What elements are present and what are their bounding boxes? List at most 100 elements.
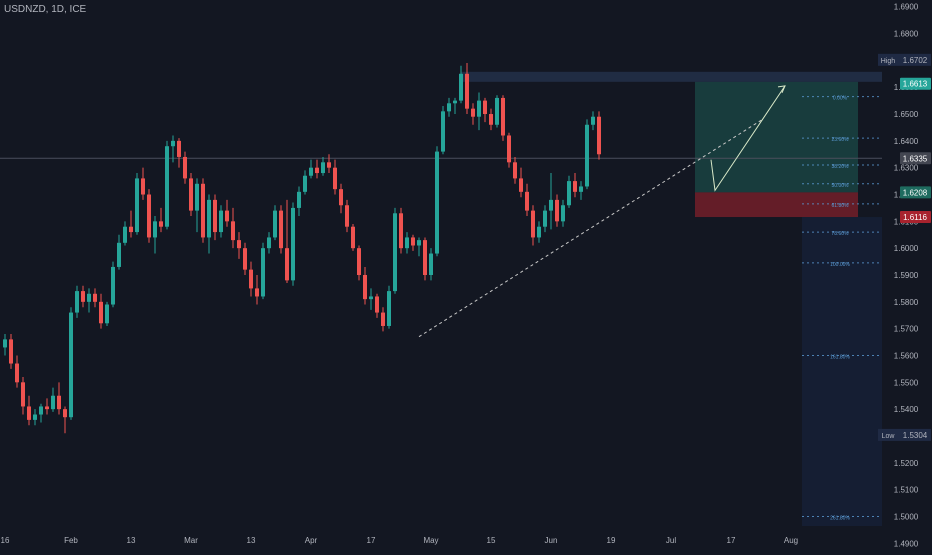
candle-body bbox=[117, 242, 121, 267]
candle-body bbox=[483, 100, 487, 115]
candle-body bbox=[231, 221, 235, 241]
candle-body bbox=[171, 140, 175, 147]
candle-body bbox=[45, 406, 49, 410]
fib-level-label: 161.80% bbox=[830, 354, 850, 360]
price-tag-label: 1.6335 bbox=[903, 154, 928, 163]
projection-arrow bbox=[710, 85, 786, 192]
y-tick-label: 1.4900 bbox=[894, 539, 919, 548]
candle-body bbox=[273, 210, 277, 238]
target-zone bbox=[695, 81, 858, 193]
candle-body bbox=[39, 406, 43, 415]
candle-body bbox=[573, 181, 577, 192]
candle-body bbox=[543, 210, 547, 227]
x-tick-label: Mar bbox=[184, 536, 198, 545]
price-tag bbox=[900, 211, 931, 224]
candle-body bbox=[177, 140, 181, 157]
candle-body bbox=[369, 296, 373, 300]
high-tag-value: 1.6702 bbox=[903, 56, 928, 65]
candle-body bbox=[501, 97, 505, 136]
price-tag-label: 1.6116 bbox=[903, 213, 927, 222]
y-tick-label: 1.5700 bbox=[894, 325, 919, 334]
candle-body bbox=[405, 237, 409, 249]
candle-body bbox=[435, 151, 439, 254]
candle-body bbox=[147, 194, 151, 238]
fib-level-label: 23.60% bbox=[832, 137, 850, 143]
y-tick-label: 1.5600 bbox=[894, 351, 919, 360]
candle-body bbox=[309, 167, 313, 176]
candle-body bbox=[375, 296, 379, 313]
candle-body bbox=[345, 205, 349, 227]
candle-body bbox=[9, 339, 13, 364]
fib-level-label: 50.00% bbox=[832, 183, 850, 189]
y-tick-label: 1.6500 bbox=[894, 110, 919, 119]
price-axis-panel bbox=[882, 0, 932, 550]
low-tag bbox=[878, 428, 931, 441]
low-tag-value: 1.5304 bbox=[903, 431, 928, 440]
candle-body bbox=[123, 226, 127, 243]
candle-body bbox=[183, 156, 187, 179]
stop-zone bbox=[695, 192, 858, 218]
candle-body bbox=[87, 293, 91, 302]
y-tick-label: 1.6400 bbox=[894, 137, 919, 146]
fib-level-label: 100.00% bbox=[830, 262, 850, 268]
candle-body bbox=[357, 248, 361, 275]
fib-level-label: 61.80% bbox=[832, 203, 850, 209]
candle-body bbox=[585, 124, 589, 187]
candle-body bbox=[495, 97, 499, 125]
candle-body bbox=[417, 240, 421, 246]
candle-body bbox=[489, 114, 493, 125]
candle-body bbox=[327, 162, 331, 168]
candle-body bbox=[351, 226, 355, 249]
x-tick-label: 17 bbox=[727, 536, 736, 545]
candle-body bbox=[81, 291, 85, 302]
candle-body bbox=[15, 363, 19, 383]
candle-body bbox=[567, 181, 571, 206]
high-band bbox=[461, 71, 882, 82]
x-tick-label: Aug bbox=[784, 536, 798, 545]
price-tag bbox=[900, 77, 931, 90]
x-tick-label: 17 bbox=[367, 536, 376, 545]
candle-body bbox=[291, 207, 295, 281]
candle-body bbox=[531, 210, 535, 238]
candle-body bbox=[411, 237, 415, 246]
candle-body bbox=[447, 103, 451, 112]
candle-body bbox=[207, 199, 211, 238]
y-tick-label: 1.5800 bbox=[894, 298, 919, 307]
candle-body bbox=[153, 221, 157, 238]
price-tag bbox=[900, 186, 931, 199]
candle-body bbox=[27, 406, 31, 420]
candle-body bbox=[237, 240, 241, 249]
fib-level-label: 261.80% bbox=[830, 515, 850, 521]
candle-body bbox=[597, 116, 601, 155]
candle-body bbox=[195, 183, 199, 211]
y-tick-label: 1.6000 bbox=[894, 244, 919, 253]
candle-body bbox=[315, 167, 319, 174]
candle-body bbox=[63, 409, 67, 418]
candle-body bbox=[21, 382, 25, 407]
candle-body bbox=[201, 183, 205, 238]
candle-body bbox=[189, 178, 193, 211]
candle-body bbox=[75, 291, 79, 313]
x-tick-label: 13 bbox=[247, 536, 256, 545]
candle-body bbox=[513, 162, 517, 179]
y-tick-label: 1.5400 bbox=[894, 405, 919, 414]
candle-body bbox=[549, 199, 553, 211]
candle-body bbox=[321, 162, 325, 174]
candle-body bbox=[69, 312, 73, 418]
candle-body bbox=[579, 186, 583, 192]
price-tag-label: 1.6208 bbox=[903, 188, 928, 197]
candle-body bbox=[57, 395, 61, 410]
candle-body bbox=[213, 199, 217, 233]
y-tick-label: 1.6900 bbox=[894, 3, 919, 12]
candle-body bbox=[255, 288, 259, 297]
candle-body bbox=[165, 146, 169, 227]
candle-body bbox=[93, 293, 97, 302]
candle-body bbox=[453, 100, 457, 104]
candle-body bbox=[135, 178, 139, 233]
x-tick-label: May bbox=[423, 536, 438, 545]
candle-body bbox=[243, 248, 247, 270]
fib-level-label: 38.20% bbox=[832, 164, 850, 170]
candle-body bbox=[423, 240, 427, 275]
